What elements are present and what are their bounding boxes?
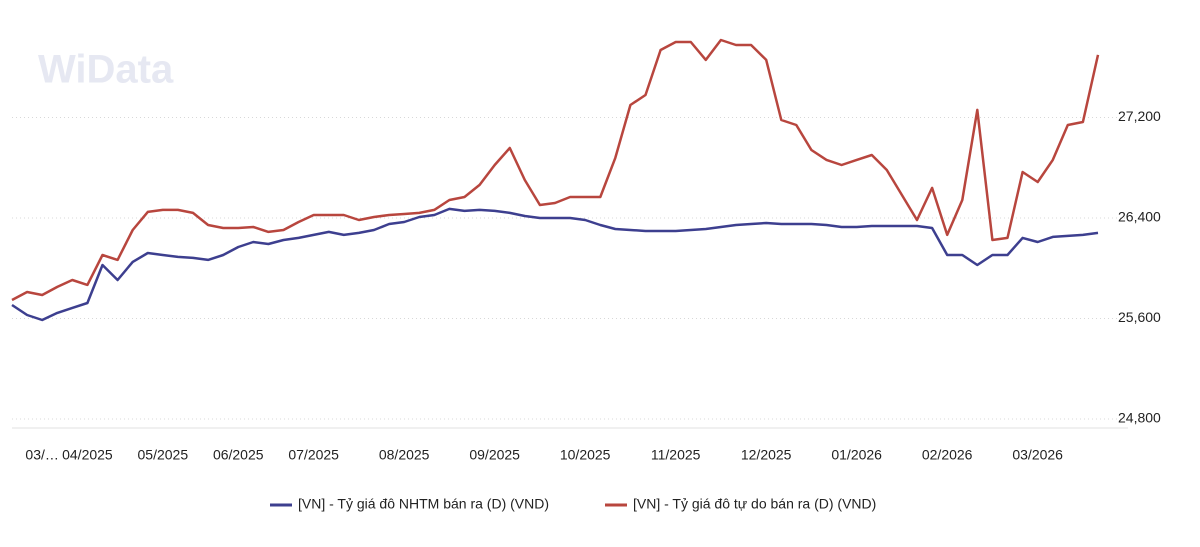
legend-label: [VN] - Tỷ giá đô tự do bán ra (D) (VND) bbox=[633, 496, 876, 512]
x-tick-label: 08/2025 bbox=[379, 447, 430, 463]
legend-label: [VN] - Tỷ giá đô NHTM bán ra (D) (VND) bbox=[298, 496, 549, 512]
x-tick-label: 10/2025 bbox=[560, 447, 611, 463]
x-tick-label: 03/… bbox=[25, 447, 58, 463]
x-tick-label: 12/2025 bbox=[741, 447, 792, 463]
y-tick-label: 24,800 bbox=[1118, 410, 1161, 426]
x-tick-label: 05/2025 bbox=[138, 447, 189, 463]
series-line bbox=[11, 38, 1100, 302]
x-tick-label: 07/2025 bbox=[288, 447, 339, 463]
x-tick-label: 09/2025 bbox=[469, 447, 520, 463]
x-tick-label: 11/2025 bbox=[651, 447, 701, 463]
y-tick-label: 25,600 bbox=[1118, 309, 1161, 325]
y-tick-label: 27,200 bbox=[1118, 108, 1161, 124]
watermark: WiData bbox=[38, 48, 174, 92]
x-tick-label: 02/2026 bbox=[922, 447, 973, 463]
x-tick-label: 03/2026 bbox=[1012, 447, 1063, 463]
x-tick-label: 06/2025 bbox=[213, 447, 264, 463]
series-line bbox=[11, 207, 1099, 322]
y-tick-label: 26,400 bbox=[1118, 209, 1161, 225]
x-tick-label: 01/2026 bbox=[831, 447, 882, 463]
x-tick-label: 04/2025 bbox=[62, 447, 113, 463]
